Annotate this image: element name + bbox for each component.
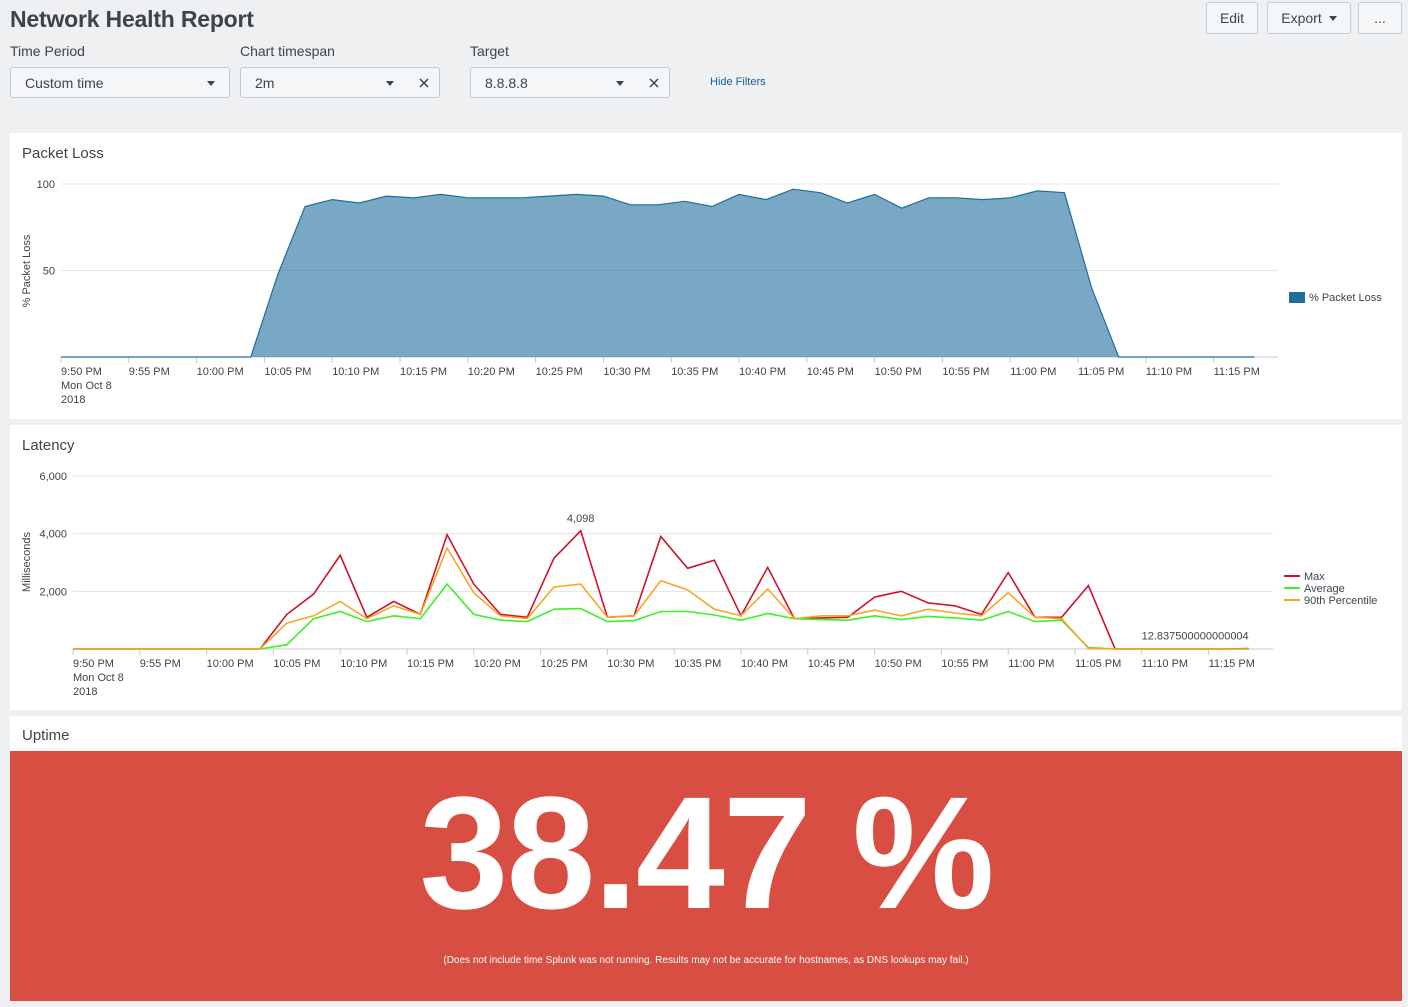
uptime-value: 38.47 %	[419, 763, 994, 942]
page-title: Network Health Report	[10, 6, 254, 32]
data-label: 4,098	[567, 513, 595, 525]
latency-title: Latency	[22, 437, 75, 454]
x-tick-label: 11:10 PM	[1146, 366, 1192, 378]
x-tick-label: 10:30 PM	[607, 658, 654, 670]
x-tick-label: 10:00 PM	[197, 366, 244, 378]
edit-button-label: Edit	[1219, 10, 1245, 26]
x-tick-label: 11:15 PM	[1214, 366, 1260, 378]
x-tick-label: 10:35 PM	[674, 658, 721, 670]
packet-loss-panel: Packet Loss 50 100 % Packet Loss 9:50 PM 9:5…	[10, 133, 1402, 419]
legend-swatch	[1289, 292, 1305, 303]
y-tick-label: 4,000	[39, 529, 67, 541]
legend-label: Average	[1304, 583, 1345, 595]
legend-label: % Packet Loss	[1309, 292, 1382, 304]
x-tick-label: 9:50 PM	[61, 366, 102, 378]
x-tick-label: 9:50 PM	[73, 658, 114, 670]
target-value: 8.8.8.8	[485, 75, 528, 91]
x-tick-label: 10:40 PM	[739, 366, 786, 378]
uptime-note: (Does not include time Splunk was not ru…	[443, 955, 969, 966]
y-tick-label: 6,000	[39, 471, 67, 483]
legend-label: Max	[1304, 571, 1325, 583]
y-tick-label: 2,000	[39, 586, 67, 598]
target-label: Target	[470, 43, 509, 59]
export-button-label: Export	[1281, 10, 1322, 26]
chevron-down-icon	[207, 81, 215, 86]
uptime-title: Uptime	[22, 727, 70, 744]
series-line-90th-percentile	[73, 546, 1249, 650]
uptime-single-value: 38.47 % (Does not include time Splunk wa…	[10, 751, 1402, 1001]
chevron-down-icon	[386, 81, 394, 86]
x-tick-label: 10:50 PM	[875, 658, 922, 670]
x-tick-label: 10:20 PM	[474, 658, 521, 670]
y-axis-title: % Packet Loss	[21, 234, 33, 307]
x-tick-label: 10:35 PM	[671, 366, 718, 378]
x-tick-label: 10:55 PM	[942, 366, 989, 378]
export-button[interactable]: Export	[1267, 2, 1351, 34]
x-tick-label: 10:30 PM	[603, 366, 650, 378]
series-line-max	[73, 529, 1249, 650]
packet-loss-area	[61, 189, 1255, 357]
x-tick-label: 10:20 PM	[468, 366, 515, 378]
chevron-down-icon	[616, 81, 624, 86]
uptime-panel: Uptime	[10, 716, 1402, 751]
chart-timespan-label: Chart timespan	[240, 43, 335, 59]
chart-timespan-clear-button[interactable]	[408, 67, 440, 98]
data-label: 12.837500000000004	[1142, 631, 1249, 643]
x-tick-label: 11:05 PM	[1078, 366, 1124, 378]
x-tick-sublabel: 2018	[73, 686, 97, 698]
x-tick-label: 10:45 PM	[808, 658, 855, 670]
time-period-label: Time Period	[10, 43, 85, 59]
packet-loss-title: Packet Loss	[22, 145, 104, 162]
x-tick-label: 10:50 PM	[875, 366, 922, 378]
target-select[interactable]: 8.8.8.8	[470, 67, 639, 98]
more-actions-label: ...	[1374, 10, 1386, 26]
packet-loss-chart: 50 100 % Packet Loss 9:50 PM 9:55 PM 10:00 PM…	[21, 179, 1382, 406]
x-tick-label: 10:15 PM	[400, 366, 447, 378]
legend-label: 90th Percentile	[1304, 595, 1377, 607]
y-tick-label: 50	[43, 266, 55, 278]
edit-button[interactable]: Edit	[1206, 2, 1258, 34]
x-tick-label: 10:10 PM	[340, 658, 387, 670]
x-tick-label: 10:15 PM	[407, 658, 454, 670]
series-line-average	[73, 582, 1249, 650]
x-tick-label: 10:05 PM	[273, 658, 320, 670]
x-tick-sublabel: 2018	[61, 394, 85, 406]
x-tick-label: 10:25 PM	[536, 366, 583, 378]
more-actions-button[interactable]: ...	[1358, 2, 1402, 34]
x-tick-label: 11:00 PM	[1008, 658, 1054, 670]
latency-chart: 2,000 4,000 6,000 Milliseconds 9:50 PM 9:55 P…	[21, 471, 1377, 698]
x-tick-label: 9:55 PM	[129, 366, 170, 378]
x-tick-label: 10:05 PM	[264, 366, 311, 378]
y-axis-title: Milliseconds	[21, 532, 33, 592]
x-tick-label: 10:55 PM	[941, 658, 988, 670]
x-tick-label: 10:40 PM	[741, 658, 788, 670]
x-tick-label: 10:10 PM	[332, 366, 379, 378]
time-period-value: Custom time	[25, 75, 104, 91]
x-tick-label: 10:00 PM	[207, 658, 254, 670]
y-tick-label: 100	[37, 179, 55, 191]
x-tick-sublabel: Mon Oct 8	[61, 380, 112, 392]
close-icon	[418, 77, 429, 88]
x-tick-label: 9:55 PM	[140, 658, 181, 670]
time-period-select[interactable]: Custom time	[10, 67, 230, 98]
packet-loss-line	[61, 188, 1255, 358]
chart-timespan-value: 2m	[255, 75, 275, 91]
x-tick-label: 11:10 PM	[1142, 658, 1188, 670]
latency-panel: Latency 2,000 4,000 6,000 Milliseconds 9:50 …	[10, 425, 1402, 710]
x-tick-label: 11:00 PM	[1010, 366, 1056, 378]
target-clear-button[interactable]	[638, 67, 670, 98]
chevron-down-icon	[1328, 15, 1337, 21]
x-tick-label: 10:25 PM	[541, 658, 588, 670]
x-tick-sublabel: Mon Oct 8	[73, 672, 124, 684]
close-icon	[648, 77, 659, 88]
x-tick-label: 11:05 PM	[1075, 658, 1121, 670]
x-tick-label: 11:15 PM	[1209, 658, 1255, 670]
hide-filters-link[interactable]: Hide Filters	[710, 76, 766, 88]
x-tick-label: 10:45 PM	[807, 366, 854, 378]
chart-timespan-select[interactable]: 2m	[240, 67, 409, 98]
